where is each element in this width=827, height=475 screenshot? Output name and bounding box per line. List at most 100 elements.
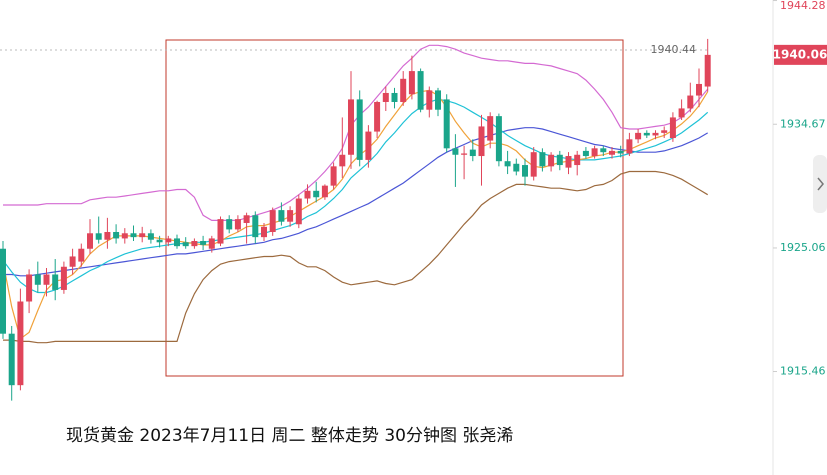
y-tick-label: 1944.28	[780, 0, 826, 12]
candle-body	[113, 231, 120, 239]
candle-body	[208, 238, 215, 249]
candle-body	[87, 233, 93, 249]
candle-body	[95, 233, 102, 240]
chart-title: 现货黄金 2023年7月11日 周二 整体走势 30分钟图 张尧浠	[66, 426, 513, 446]
candle-body	[26, 274, 33, 302]
candle-body	[278, 210, 285, 222]
candle-body	[635, 132, 642, 140]
candle-body	[522, 165, 528, 177]
candle-body	[669, 117, 676, 139]
candle-body	[565, 156, 572, 168]
indicator-line	[3, 127, 709, 277]
candle-body	[582, 150, 589, 157]
candle-body	[513, 163, 520, 172]
candle-body	[339, 154, 346, 167]
highlight-box	[165, 39, 624, 377]
candle-body	[356, 99, 363, 160]
candle-body	[652, 132, 659, 136]
candle-body	[435, 90, 441, 110]
candle-body	[269, 210, 276, 232]
candle-body	[469, 149, 476, 157]
candle-body	[43, 274, 50, 285]
candle-body	[556, 154, 563, 166]
candle-body	[495, 116, 502, 162]
candle-body	[504, 161, 511, 167]
candle-body	[530, 152, 537, 177]
candle-body	[400, 78, 407, 102]
toggle-arrow	[817, 177, 824, 191]
candle-body	[426, 90, 433, 110]
candle-body	[174, 238, 180, 247]
y-tick-label: 1925.06	[780, 241, 826, 254]
candle-body	[539, 152, 546, 167]
candle-body	[626, 139, 633, 154]
side-toggle[interactable]	[813, 155, 827, 213]
indicator-line	[2, 89, 709, 340]
candle-body	[417, 71, 424, 110]
candle-body	[313, 190, 320, 198]
candle-body	[261, 226, 267, 238]
candle-body	[156, 239, 163, 243]
candle-body	[191, 241, 198, 247]
candle-body	[548, 154, 555, 167]
y-tick-label: 1915.46	[780, 365, 826, 378]
candle-body	[609, 150, 615, 155]
candle-body	[78, 248, 85, 262]
candle-body	[600, 148, 607, 153]
candle-body	[487, 116, 494, 141]
candle-body	[165, 238, 172, 243]
candle-body	[617, 150, 624, 154]
candle-body	[704, 54, 711, 87]
candle-body	[661, 130, 668, 133]
candle-body	[104, 231, 111, 240]
candle-body	[217, 219, 224, 244]
price-tag	[774, 44, 827, 65]
y-tick-label: 1934.67	[780, 117, 826, 130]
indicator-line	[3, 170, 709, 344]
indicator-line	[3, 44, 709, 221]
candle-body	[452, 148, 459, 155]
candle-body	[391, 92, 398, 102]
candle-body	[687, 95, 694, 109]
candle-body	[0, 248, 6, 334]
candle-body	[696, 83, 702, 96]
candle-body	[348, 99, 354, 155]
candle-body	[60, 266, 67, 290]
candle-body	[17, 301, 24, 386]
candle-body	[182, 242, 189, 247]
candle-body	[200, 241, 207, 245]
candle-body	[461, 153, 468, 155]
candle-body	[121, 233, 128, 239]
candle-body	[374, 101, 381, 132]
candle-body	[408, 71, 415, 95]
candle-body	[330, 166, 337, 186]
candle-body	[234, 219, 241, 230]
candle-body	[287, 210, 294, 222]
candle-body	[8, 333, 15, 386]
candle-body	[382, 92, 389, 102]
candle-body	[591, 148, 598, 157]
candle-body	[574, 154, 581, 166]
candle-body	[304, 190, 311, 199]
candle-body	[139, 233, 146, 238]
price-tag-label: 1940.06	[773, 47, 827, 61]
candle-body	[443, 99, 450, 149]
candle-body	[147, 233, 154, 240]
reference-label: 1940.44	[651, 43, 697, 56]
indicator-line	[2, 98, 709, 294]
candle-body	[643, 132, 650, 136]
candle-body	[478, 126, 485, 157]
candle-body	[34, 274, 41, 285]
candle-body	[321, 185, 328, 198]
candle-body	[226, 219, 233, 230]
candle-body	[678, 108, 685, 118]
candle-body	[69, 256, 76, 267]
candle-body	[252, 215, 259, 238]
candle-body	[130, 233, 137, 238]
candle-body	[243, 215, 250, 223]
candle-body	[365, 131, 372, 160]
candle-body	[52, 274, 59, 290]
candle-body	[295, 198, 302, 225]
